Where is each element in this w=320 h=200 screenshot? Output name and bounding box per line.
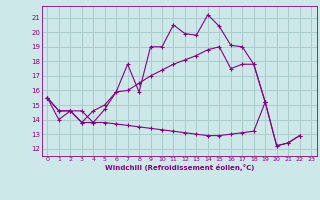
X-axis label: Windchill (Refroidissement éolien,°C): Windchill (Refroidissement éolien,°C) <box>105 164 254 171</box>
